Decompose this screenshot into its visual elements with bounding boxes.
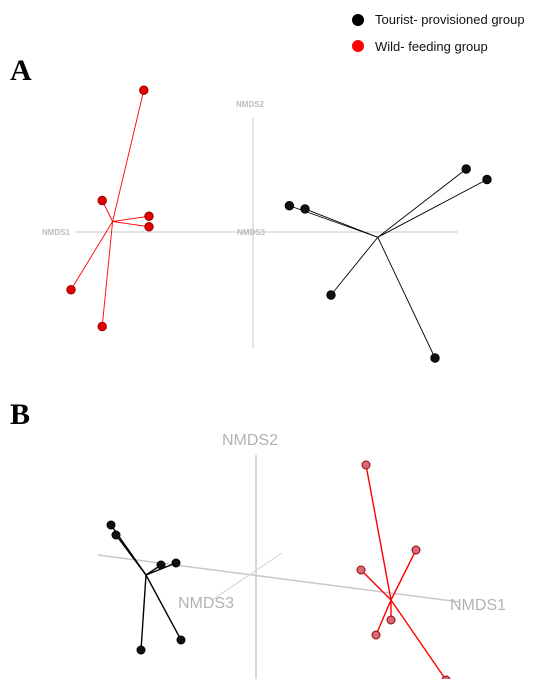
panel-b-tourist-point-5 xyxy=(136,645,146,655)
panel-a-axis-label-nmds3: NMDS3 xyxy=(237,228,266,237)
panel-b-wild-spoke-6 xyxy=(390,599,447,679)
panel-a-wild-spoke-6 xyxy=(101,221,114,327)
panel-a-tourist-point-4 xyxy=(300,204,310,214)
panel-a-wild-point-3 xyxy=(144,211,154,221)
panel-b-wild-spoke-1 xyxy=(365,464,392,601)
panel-b-wild-spoke-5 xyxy=(375,599,392,636)
panel-b-wild-point-3 xyxy=(356,565,366,575)
panel-a-tourist-point-2 xyxy=(482,174,492,185)
panel-b-wild-point-4 xyxy=(386,615,396,625)
panel-b-axes: NMDS2 NMDS3 NMDS1 xyxy=(97,432,506,679)
panel-b-tourist-point-4 xyxy=(171,558,181,568)
panel-b-wild-point-6 xyxy=(441,675,451,679)
panel-a-tourist-spoke-1 xyxy=(377,168,467,238)
panel-b-tourist-spoke-6 xyxy=(145,574,182,641)
legend: Tourist- provisioned group Wild- feeding… xyxy=(352,12,525,54)
panel-b-tourist-point-6 xyxy=(176,635,186,645)
panel-b-tourist-point-1 xyxy=(106,520,116,530)
panel-b-tourist-point-3 xyxy=(156,560,166,570)
panel-b-axis-label-nmds3: NMDS3 xyxy=(178,595,234,612)
panel-a-tourist-point-6 xyxy=(430,353,440,363)
panel-a-wild-point-5 xyxy=(66,285,76,295)
legend-label-wild: Wild- feeding group xyxy=(375,39,488,54)
panel-a-tourist-point-1 xyxy=(461,164,471,174)
panel-b-wild-point-1 xyxy=(361,460,371,470)
panel-b-axis-label-nmds1: NMDS1 xyxy=(450,597,506,614)
panel-a-wild-point-2 xyxy=(97,195,107,206)
panel-a-wild-spoke-4 xyxy=(112,221,150,228)
panel-a-wild-point-1 xyxy=(139,85,149,95)
panel-b-marks xyxy=(106,460,451,679)
panel-a-wild-spoke-3 xyxy=(112,215,150,222)
panel-b-axis-nmds1 xyxy=(97,554,461,603)
panel-a-axes: NMDS2 NMDS1 NMDS3 xyxy=(42,100,458,348)
panel-a-tourist-point-3 xyxy=(284,201,295,211)
panel-a-marks xyxy=(66,85,492,363)
legend-label-tourist: Tourist- provisioned group xyxy=(375,12,525,27)
panel-a-tourist-point-5 xyxy=(326,290,336,300)
panel-a-wild-point-4 xyxy=(144,222,154,232)
panel-b-tourist-point-2 xyxy=(111,530,121,540)
panel-a-tourist-spoke-6 xyxy=(377,237,436,359)
panel-b-wild-spoke-2 xyxy=(390,549,417,601)
panel-b-wild-point-2 xyxy=(411,545,421,555)
panel-label-a: A xyxy=(10,54,32,87)
panel-b: B NMDS2 NMDS3 NMDS1 xyxy=(10,398,506,679)
panel-a: A NMDS2 NMDS1 NMDS3 xyxy=(10,54,492,363)
panel-b-tourist-spoke-5 xyxy=(140,574,147,651)
panel-b-wild-point-5 xyxy=(371,630,381,640)
panel-a-axis-label-nmds2: NMDS2 xyxy=(236,100,265,109)
panel-a-wild-spoke-1 xyxy=(112,90,145,222)
panel-b-tourist-spoke-2 xyxy=(115,534,147,576)
panel-a-tourist-spoke-5 xyxy=(330,236,379,296)
panel-a-wild-spoke-5 xyxy=(70,221,113,290)
panel-a-tourist-spoke-4 xyxy=(304,208,378,238)
panel-b-axis-label-nmds2: NMDS2 xyxy=(222,432,278,449)
panel-a-tourist-spoke-2 xyxy=(377,179,488,238)
panel-a-axis-label-nmds1: NMDS1 xyxy=(42,228,71,237)
panel-b-axis-nmds3 xyxy=(211,552,283,601)
panel-a-wild-point-6 xyxy=(97,321,107,332)
legend-marker-tourist xyxy=(352,14,364,26)
legend-marker-wild xyxy=(352,40,364,52)
panel-label-b: B xyxy=(10,398,30,431)
panel-b-wild-spoke-3 xyxy=(360,569,392,601)
